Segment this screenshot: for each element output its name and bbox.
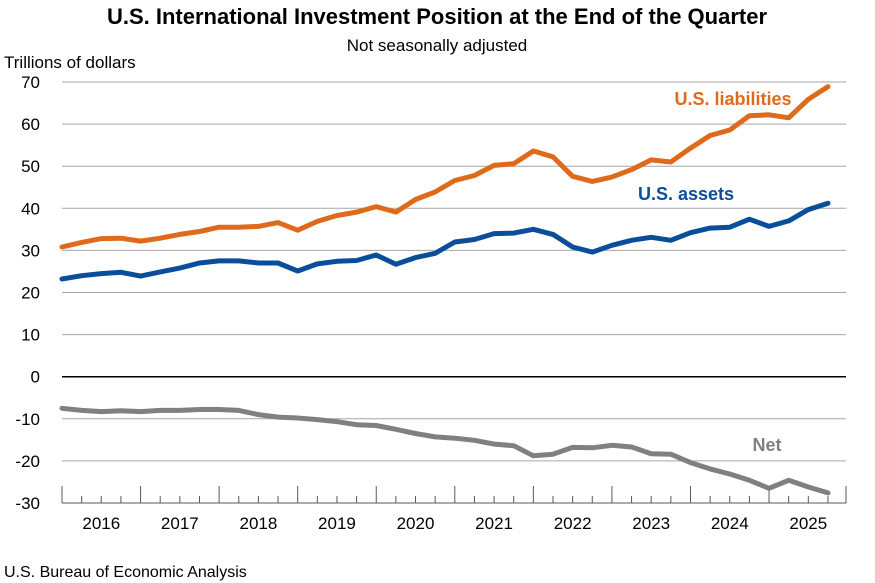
series-label-assets: U.S. assets [638,184,734,204]
liabilities-line [59,84,831,250]
y-tick-label: -10 [15,410,40,429]
y-tick-label: 0 [31,368,40,387]
assets-line [59,200,831,282]
y-tick-label: 70 [21,73,40,92]
series-label-liabilities: U.S. liabilities [674,89,791,109]
x-tick-label: 2025 [789,514,827,533]
y-axis-label: Trillions of dollars [4,53,136,72]
x-tick-label: 2020 [397,514,435,533]
x-tick-label: 2018 [239,514,277,533]
y-tick-label: -20 [15,452,40,471]
y-tick-label: 10 [21,326,40,345]
chart-title: U.S. International Investment Position a… [107,4,768,29]
y-tick-label: 60 [21,115,40,134]
y-tick-label: 40 [21,199,40,218]
chart-subtitle: Not seasonally adjusted [347,36,528,55]
x-tick-label: 2021 [475,514,513,533]
y-tick-label: 30 [21,241,40,260]
y-tick-label: 50 [21,157,40,176]
series-label-net: Net [752,435,781,455]
net-line [59,405,831,496]
x-tick-label: 2016 [82,514,120,533]
x-tick-label: 2023 [632,514,670,533]
y-tick-label: -30 [15,494,40,513]
x-tick-label: 2017 [161,514,199,533]
x-tick-label: 2024 [711,514,749,533]
x-tick-label: 2019 [318,514,356,533]
y-tick-label: 20 [21,284,40,303]
x-tick-label: 2022 [554,514,592,533]
source-note: U.S. Bureau of Economic Analysis [4,564,247,581]
